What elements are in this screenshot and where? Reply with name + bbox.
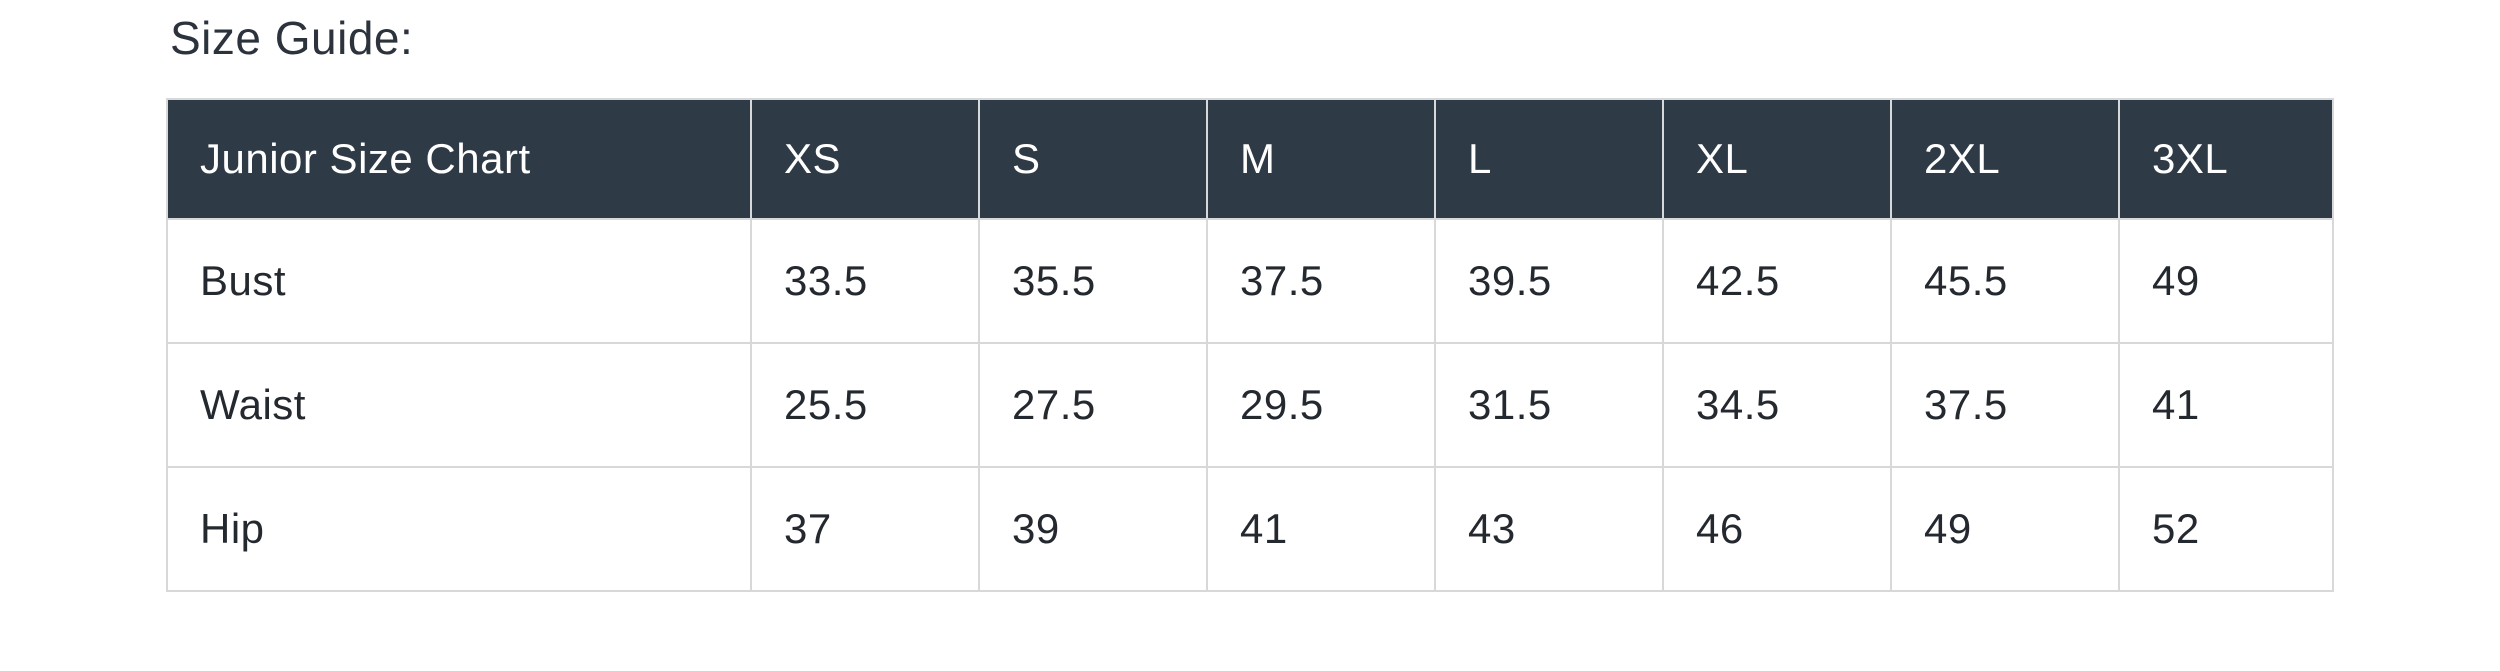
cell-bust-l: 39.5	[1434, 218, 1664, 344]
table-row-hip: Hip 37 39 41 43 46 49 52	[166, 466, 2334, 592]
cell-hip-s: 39	[978, 466, 1208, 592]
cell-hip-3xl: 52	[2118, 466, 2334, 592]
row-label-hip: Hip	[166, 466, 752, 592]
header-cell-l: L	[1434, 98, 1664, 220]
header-cell-xl: XL	[1662, 98, 1892, 220]
cell-waist-3xl: 41	[2118, 342, 2334, 468]
cell-bust-3xl: 49	[2118, 218, 2334, 344]
header-cell-xs: XS	[750, 98, 980, 220]
table-row-bust: Bust 33.5 35.5 37.5 39.5 42.5 45.5 49	[166, 218, 2334, 344]
cell-hip-2xl: 49	[1890, 466, 2120, 592]
page-title: Size Guide:	[170, 12, 414, 64]
size-guide-table-wrap: Junior Size Chart XS S M L XL 2XL 3XL Bu…	[166, 98, 2334, 592]
header-cell-s: S	[978, 98, 1208, 220]
cell-hip-xs: 37	[750, 466, 980, 592]
header-cell-junior-size-chart: Junior Size Chart	[166, 98, 752, 220]
cell-bust-xs: 33.5	[750, 218, 980, 344]
cell-hip-m: 41	[1206, 466, 1436, 592]
cell-waist-xl: 34.5	[1662, 342, 1892, 468]
cell-hip-l: 43	[1434, 466, 1664, 592]
header-row: Junior Size Chart XS S M L XL 2XL 3XL	[166, 98, 2334, 220]
header-cell-m: M	[1206, 98, 1436, 220]
table-row-waist: Waist 25.5 27.5 29.5 31.5 34.5 37.5 41	[166, 342, 2334, 468]
size-guide-table: Junior Size Chart XS S M L XL 2XL 3XL Bu…	[166, 98, 2334, 592]
row-label-bust: Bust	[166, 218, 752, 344]
cell-bust-xl: 42.5	[1662, 218, 1892, 344]
cell-waist-s: 27.5	[978, 342, 1208, 468]
header-cell-3xl: 3XL	[2118, 98, 2334, 220]
cell-bust-s: 35.5	[978, 218, 1208, 344]
row-label-waist: Waist	[166, 342, 752, 468]
header-cell-2xl: 2XL	[1890, 98, 2120, 220]
cell-hip-xl: 46	[1662, 466, 1892, 592]
cell-waist-xs: 25.5	[750, 342, 980, 468]
cell-waist-l: 31.5	[1434, 342, 1664, 468]
cell-waist-m: 29.5	[1206, 342, 1436, 468]
cell-waist-2xl: 37.5	[1890, 342, 2120, 468]
cell-bust-m: 37.5	[1206, 218, 1436, 344]
cell-bust-2xl: 45.5	[1890, 218, 2120, 344]
